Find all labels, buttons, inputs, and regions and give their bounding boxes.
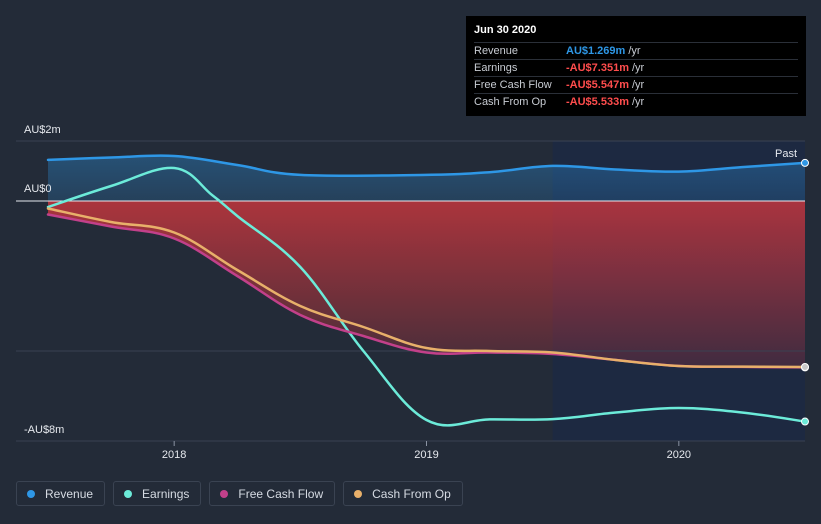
x-tick-label: 2018 (162, 449, 186, 461)
legend-label: Revenue (45, 486, 94, 501)
x-tick-label: 2020 (667, 449, 691, 461)
y-axis-label: AU$0 (24, 183, 52, 195)
legend-item-cash-from-op[interactable]: Cash From Op (343, 481, 463, 506)
legend-label: Earnings (142, 486, 190, 501)
end-marker-revenue (801, 158, 809, 167)
tooltip-row-earnings: Earnings -AU$7.351m /yr (474, 59, 798, 76)
tooltip-date: Jun 30 2020 (474, 24, 537, 36)
tooltip-unit: /yr (631, 62, 645, 74)
y-axis-label: -AU$8m (24, 424, 64, 436)
tooltip-value: -AU$5.547m (566, 79, 629, 91)
series-line-cash-from-op (46, 207, 807, 369)
revenue-area (48, 155, 805, 201)
legend-item-earnings[interactable]: Earnings (113, 481, 202, 506)
tooltip-value: -AU$5.533m (566, 96, 629, 108)
tooltip-label: Free Cash Flow (474, 79, 552, 91)
x-tick-label: 2019 (414, 449, 438, 461)
legend-dot-icon (354, 489, 363, 498)
legend-item-free-cash-flow[interactable]: Free Cash Flow (209, 481, 336, 506)
legend: Revenue Earnings Free Cash Flow Cash Fro… (16, 481, 463, 506)
tooltip-label: Earnings (474, 62, 518, 74)
tooltip: Jun 30 2020 Revenue AU$1.269m /yr Earnin… (466, 16, 806, 116)
series-line-revenue (46, 154, 807, 178)
legend-item-revenue[interactable]: Revenue (16, 481, 106, 506)
loss-area (48, 201, 805, 368)
chart-svg: AU$2m AU$0 -AU$8m 2018 2019 2020 Past (16, 124, 809, 461)
tooltip-label: Revenue (474, 45, 519, 57)
tooltip-row-free-cash-flow: Free Cash Flow -AU$5.547m /yr (474, 76, 798, 93)
past-label: Past (775, 148, 797, 160)
legend-dot-icon (27, 489, 35, 498)
legend-dot-icon (124, 489, 133, 498)
tooltip-unit: /yr (631, 96, 645, 108)
tooltip-value: AU$1.269m (566, 45, 626, 57)
legend-label: Free Cash Flow (238, 486, 324, 501)
tooltip-value: -AU$7.351m (566, 62, 629, 74)
legend-label: Cash From Op (372, 486, 451, 501)
tooltip-unit: /yr (631, 79, 645, 91)
tooltip-label: Cash From Op (474, 96, 547, 108)
end-marker-cash-from-op (801, 362, 809, 371)
tooltip-row-revenue: Revenue AU$1.269m /yr (474, 42, 798, 59)
tooltip-unit: /yr (628, 45, 641, 57)
tooltip-row-cash-from-op: Cash From Op -AU$5.533m /yr (474, 93, 798, 110)
series-line-earnings (46, 166, 807, 427)
y-axis-label: AU$2m (24, 124, 61, 136)
end-marker-earnings (801, 417, 809, 426)
legend-dot-icon (220, 489, 229, 498)
